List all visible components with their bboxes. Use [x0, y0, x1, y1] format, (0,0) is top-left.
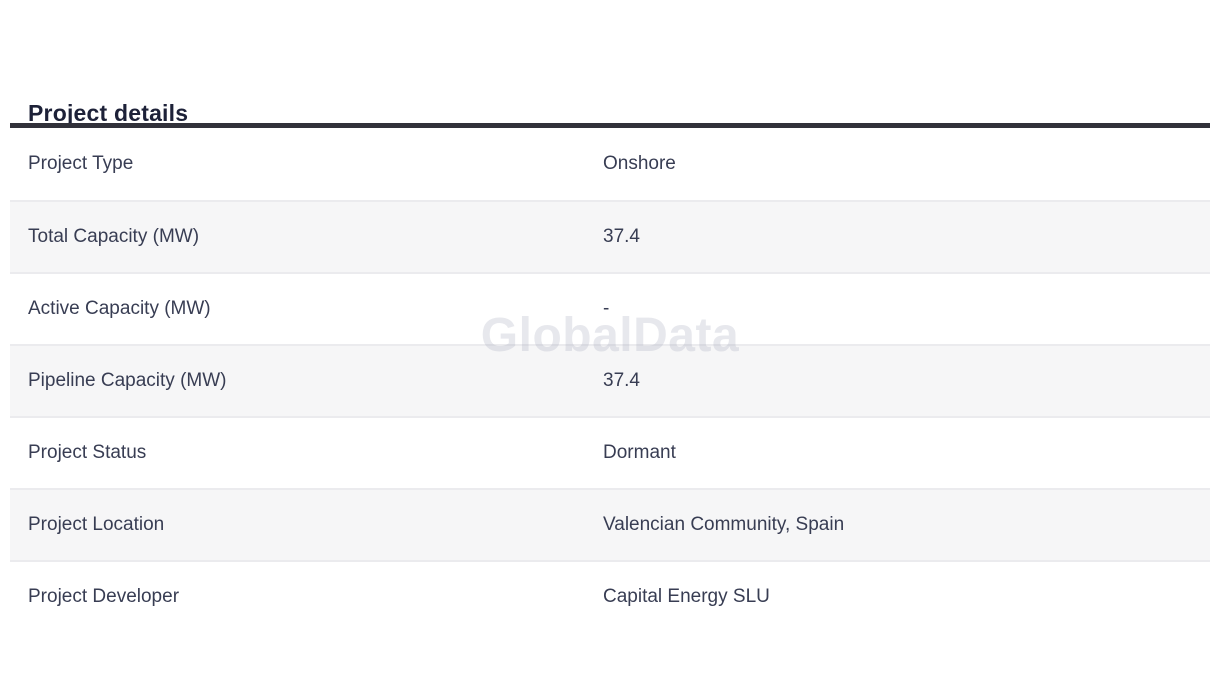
row-label: Pipeline Capacity (MW) — [28, 370, 227, 391]
section-divider — [10, 123, 1210, 128]
table-row: Project Status Dormant — [10, 416, 1210, 488]
row-value: Dormant — [603, 442, 676, 463]
row-value: Valencian Community, Spain — [603, 514, 845, 535]
table-row: Pipeline Capacity (MW) 37.4 — [10, 344, 1210, 416]
row-value: Onshore — [603, 153, 676, 174]
row-label: Project Status — [28, 442, 147, 463]
row-value: 37.4 — [603, 370, 640, 391]
row-label: Active Capacity (MW) — [28, 298, 211, 319]
table-row: Project Type Onshore — [10, 128, 1210, 200]
project-details-table: Project Type Onshore Total Capacity (MW)… — [10, 128, 1210, 632]
row-value: 37.4 — [603, 226, 640, 247]
page-title: Project details — [28, 100, 189, 127]
row-label: Project Type — [28, 153, 134, 174]
row-label: Project Location — [28, 514, 165, 535]
table-row: Total Capacity (MW) 37.4 — [10, 200, 1210, 272]
row-value: - — [603, 298, 610, 319]
row-value: Capital Energy SLU — [603, 586, 770, 607]
row-label: Total Capacity (MW) — [28, 226, 200, 247]
row-label: Project Developer — [28, 586, 180, 607]
table-row: Project Location Valencian Community, Sp… — [10, 488, 1210, 560]
table-row: Active Capacity (MW) - — [10, 272, 1210, 344]
table-row: Project Developer Capital Energy SLU — [10, 560, 1210, 632]
